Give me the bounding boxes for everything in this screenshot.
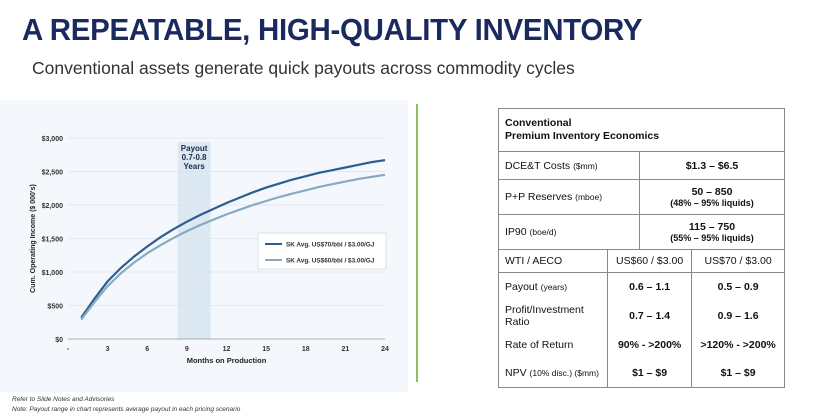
table-row: IP90 (boe/d) 115 – 750 (55% – 95% liquids… xyxy=(498,214,785,250)
x-tick-label: 18 xyxy=(302,346,310,353)
row-unit: (boe/d) xyxy=(529,227,557,237)
row-value: $1.3 – $6.5 xyxy=(639,151,785,180)
row-unit: (10% disc.) ($mm) xyxy=(529,368,599,378)
vertical-divider xyxy=(416,104,418,382)
row-label: DCE&T Costs xyxy=(505,159,571,172)
row-subvalue: (55% – 95% liquids) xyxy=(670,232,754,243)
y-tick-label: $1,000 xyxy=(42,270,64,277)
payout-annotation: Payout xyxy=(181,144,208,153)
table-row: Rate of Return 90% - >200% >120% - >200% xyxy=(499,330,784,359)
series-line-1 xyxy=(80,159,386,319)
payout-band xyxy=(177,142,211,339)
payout-annotation: 0.7-0.8 xyxy=(182,153,207,162)
row-label: P+P Reserves xyxy=(505,191,573,203)
page-title: A REPEATABLE, HIGH-QUALITY INVENTORY xyxy=(22,12,643,47)
row-label: Profit/Investment Ratio xyxy=(505,303,584,328)
col-header-label: WTI / AECO xyxy=(499,250,608,273)
cell-60: 0.6 – 1.1 xyxy=(607,272,693,301)
row-label: NPV xyxy=(505,367,527,379)
x-tick-label: - xyxy=(67,346,70,353)
y-tick-label: $3,000 xyxy=(42,136,64,143)
table-title: Conventional Premium Inventory Economics xyxy=(498,108,785,152)
cell-60: 0.7 – 1.4 xyxy=(607,301,693,330)
y-tick-label: $0 xyxy=(55,337,63,344)
row-subvalue: (48% – 95% liquids) xyxy=(670,197,754,208)
scenario-header-row: WTI / AECO US$60 / $3.00 US$70 / $3.00 xyxy=(499,250,784,273)
row-label: IP90 xyxy=(505,226,527,238)
table-title-line2: Premium Inventory Economics xyxy=(505,130,660,142)
row-label: Payout xyxy=(505,280,538,293)
col-header-60: US$60 / $3.00 xyxy=(607,250,693,273)
y-tick-label: $1,500 xyxy=(42,237,64,244)
x-tick-label: 6 xyxy=(145,346,149,353)
row-value: 115 – 750 xyxy=(688,220,736,233)
legend-label-2: SK Avg. US$60/bbl / $3.00/GJ xyxy=(286,258,375,265)
x-tick-label: 15 xyxy=(262,346,270,353)
y-tick-label: $500 xyxy=(47,304,63,311)
col-header-70: US$70 / $3.00 xyxy=(691,250,784,273)
x-tick-label: 3 xyxy=(106,346,110,353)
cell-70: >120% - >200% xyxy=(700,338,776,351)
row-unit: (mboe) xyxy=(575,192,603,202)
cell-70: 0.5 – 0.9 xyxy=(717,280,759,293)
page-subtitle: Conventional assets generate quick payou… xyxy=(32,58,575,78)
row-unit: (years) xyxy=(540,281,568,292)
series-line-2 xyxy=(80,173,386,321)
footnote-advisories: Refer to Slide Notes and Advisories xyxy=(12,396,115,403)
x-tick-label: 9 xyxy=(185,346,189,353)
x-axis-label: Months on Production xyxy=(187,356,267,365)
x-tick-label: 21 xyxy=(341,346,349,353)
payout-annotation: Years xyxy=(183,162,205,171)
cell-70: 0.9 – 1.6 xyxy=(717,309,759,322)
scenario-table: WTI / AECO US$60 / $3.00 US$70 / $3.00 P… xyxy=(499,250,784,387)
y-tick-label: $2,000 xyxy=(42,203,64,210)
table-row: DCE&T Costs ($mm) $1.3 – $6.5 xyxy=(498,151,785,180)
cell-60: 90% - >200% xyxy=(607,330,693,359)
economics-table: Conventional Premium Inventory Economics… xyxy=(498,108,785,388)
table-row: Payout (years) 0.6 – 1.1 0.5 – 0.9 xyxy=(499,272,784,301)
legend-label-1: SK Avg. US$70/bbl / $3.00/GJ xyxy=(286,242,375,249)
footnote-payout: Note: Payout range in chart represents a… xyxy=(12,406,241,413)
cell-60: $1 – $9 xyxy=(607,359,693,387)
row-unit: ($mm) xyxy=(573,160,598,171)
y-axis-label: Cum. Operating Income ($ 000's) xyxy=(30,184,37,293)
x-tick-label: 24 xyxy=(381,346,389,353)
table-row: P+P Reserves (mboe) 50 – 850 (48% – 95% l… xyxy=(498,179,785,215)
x-tick-label: 12 xyxy=(223,346,231,353)
legend-box xyxy=(257,232,387,270)
table-row: NPV (10% disc.) ($mm) $1 – $9 $1 – $9 xyxy=(499,359,784,387)
table-row: Profit/Investment Ratio 0.7 – 1.4 0.9 – … xyxy=(499,301,784,330)
table-title-line1: Conventional xyxy=(505,117,572,129)
cell-70: $1 – $9 xyxy=(720,367,756,379)
row-label: Rate of Return xyxy=(505,338,574,351)
y-tick-label: $2,500 xyxy=(42,170,64,177)
row-value: 50 – 850 xyxy=(691,185,733,198)
